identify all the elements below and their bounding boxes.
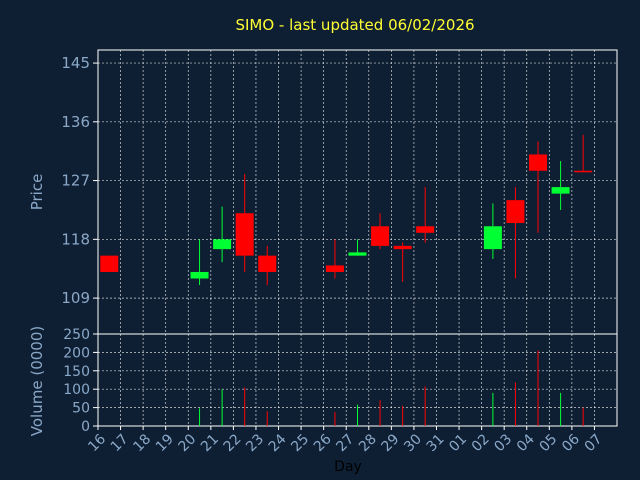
volume-grid [98, 334, 617, 426]
candle-body [325, 265, 344, 272]
price-tick-label: 118 [61, 230, 90, 248]
volume-tick-label: 50 [72, 401, 90, 417]
volume-tick-label: 100 [63, 382, 90, 398]
candle-body [416, 226, 435, 233]
candle-body [371, 226, 390, 246]
candles [100, 134, 593, 286]
candle-body [551, 187, 570, 194]
price-tick-label: 136 [61, 113, 90, 131]
volume-tick-label: 250 [63, 327, 90, 343]
candle-body [483, 226, 502, 250]
candle-body [190, 271, 209, 279]
candle-body [235, 213, 254, 256]
chart-title: SIMO - last updated 06/02/2026 [235, 16, 474, 34]
candle-body [529, 154, 548, 171]
candle-body [100, 255, 119, 272]
candle-body [258, 255, 277, 272]
price-y-ticks: 109 118 127 136 145 [61, 54, 98, 307]
price-tick-label: 145 [61, 54, 90, 72]
x-axis-label: Day [334, 459, 362, 475]
volume-y-ticks: 0 50 100 150 200 250 [63, 327, 98, 435]
candle-body [348, 252, 367, 256]
volume-axis-label: Volume (0000) [28, 326, 46, 436]
candle-body [506, 200, 525, 224]
price-panel: 109 118 127 136 145 Price [28, 49, 618, 335]
candle-body [574, 170, 593, 173]
price-grid [98, 50, 617, 334]
volume-tick-label: 200 [63, 345, 90, 361]
price-tick-label: 109 [61, 289, 90, 307]
price-tick-label: 127 [61, 172, 90, 190]
volume-tick-label: 0 [81, 419, 90, 435]
price-axis-label: Price [28, 174, 46, 211]
volume-bars [199, 350, 584, 426]
candle-body [213, 239, 232, 250]
volume-tick-label: 150 [63, 364, 90, 380]
volume-panel: 0 50 100 150 200 250 Volume (0000) [28, 326, 618, 436]
candle-body [393, 245, 412, 250]
